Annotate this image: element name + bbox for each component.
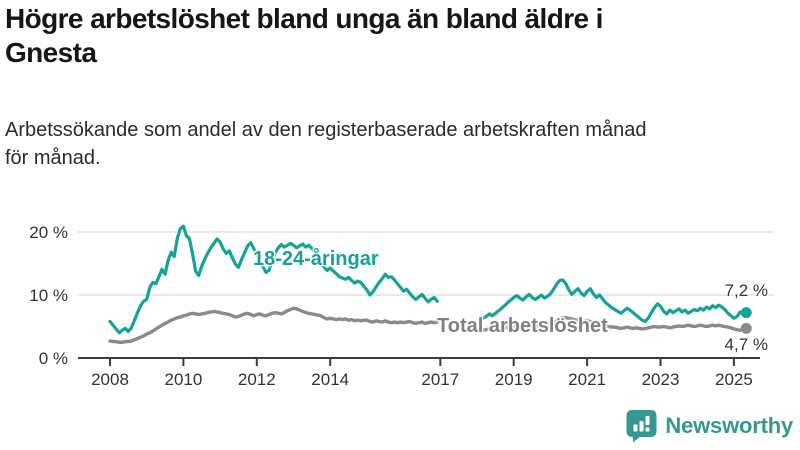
- x-axis-tick-label: 2010: [164, 370, 202, 389]
- newsworthy-logo[interactable]: Newsworthy: [626, 409, 793, 443]
- end-value-label-young: 7,2 %: [724, 281, 768, 300]
- newsworthy-logo-icon: [626, 410, 657, 443]
- newsworthy-logo-text: Newsworthy: [665, 413, 793, 438]
- x-axis-tick-label: 2025: [715, 370, 753, 389]
- series-label-young: 18-24-åringar: [253, 248, 379, 270]
- series-label-total: Total arbetslöshet: [437, 315, 608, 337]
- page-title: Högre arbetslöshet bland unga än bland ä…: [5, 2, 785, 70]
- x-axis-tick-label: 2014: [311, 370, 349, 389]
- series-line-1: [481, 316, 748, 332]
- x-axis-tick-label: 2021: [568, 370, 606, 389]
- x-axis-tick-label: 2023: [642, 370, 680, 389]
- x-axis-tick-label: 2012: [238, 370, 276, 389]
- chart-subtitle: Arbetssökande som andel av den registerb…: [5, 116, 791, 172]
- series-end-dot-0: [740, 307, 752, 319]
- y-axis-tick-label: 10 %: [29, 286, 68, 305]
- title-line-1: Högre arbetslöshet bland unga än bland ä…: [5, 3, 603, 34]
- series-line-0: [481, 278, 748, 324]
- subtitle-line-1: Arbetssökande som andel av den registerb…: [5, 119, 647, 141]
- end-value-label-total: 4,7 %: [724, 335, 768, 354]
- x-axis-tick-label: 2019: [495, 370, 533, 389]
- subtitle-line-2: för månad.: [5, 147, 101, 169]
- y-axis-tick-label: 0 %: [39, 349, 68, 368]
- series-line-0: [108, 224, 439, 335]
- series-end-dot-1: [740, 322, 752, 334]
- x-axis-tick-label: 2008: [91, 370, 129, 389]
- y-axis-tick-label: 20 %: [29, 223, 68, 242]
- x-axis-tick-label: 2017: [421, 370, 459, 389]
- series-line-1: [108, 306, 439, 344]
- title-line-2: Gnesta: [5, 37, 97, 68]
